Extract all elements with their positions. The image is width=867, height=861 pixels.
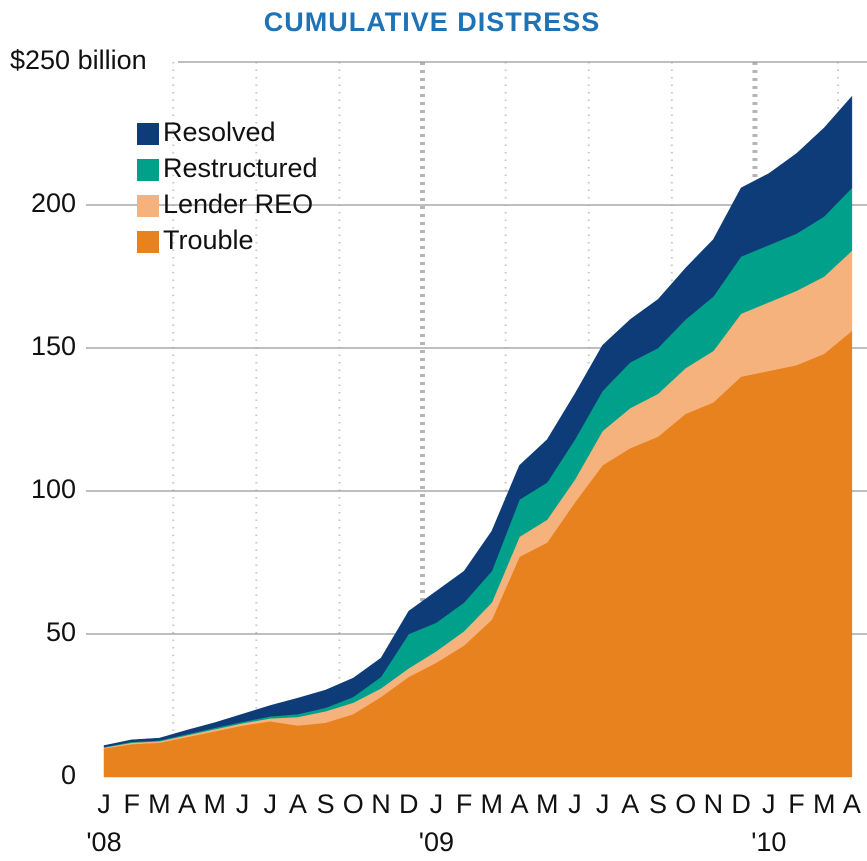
y-tick-label: 50 [46,617,76,647]
x-tick-label: A [289,789,307,819]
x-tick-label: S [649,789,667,819]
legend-label: Lender REO [163,189,313,219]
legend-swatch [137,231,159,253]
x-tick-label: A [843,789,861,819]
x-tick-label: M [813,789,836,819]
x-tick-label: M [481,789,504,819]
x-tick-label: N [704,789,724,819]
x-tick-label: A [178,789,196,819]
legend-label: Restructured [163,153,318,183]
legend-swatch [137,159,159,181]
legend-label: Resolved [163,117,276,147]
area [103,95,853,748]
x-tick-label: M [204,789,227,819]
year-label: '10 [751,827,786,857]
legend-label: Trouble [163,225,254,255]
x-tick-label: J [762,789,776,819]
y-tick-label: 0 [61,760,76,790]
x-tick-label: D [399,789,419,819]
x-tick-label: D [731,789,751,819]
x-tick-label: F [456,789,473,819]
x-tick-label: A [510,789,528,819]
x-tick-label: J [568,789,582,819]
x-tick-label: M [148,789,171,819]
x-tick-label: O [675,789,696,819]
x-tick-label: F [123,789,140,819]
year-label: '09 [419,827,454,857]
y-tick-label: 150 [31,331,76,361]
chart-title: CUMULATIVE DISTRESS [264,7,601,37]
x-tick-label: M [536,789,559,819]
x-tick-label: J [430,789,444,819]
y-tick-label: 100 [31,474,76,504]
x-tick-label: J [263,789,277,819]
x-tick-label: J [97,789,111,819]
x-tick-label: S [317,789,335,819]
legend-swatch [137,195,159,217]
x-tick-label: F [788,789,805,819]
x-tick-label: J [236,789,250,819]
x-tick-label: J [596,789,610,819]
year-label: '08 [86,827,121,857]
x-tick-label: N [371,789,391,819]
x-tick-label: O [343,789,364,819]
x-tick-label: A [621,789,639,819]
legend-swatch [137,123,159,145]
y-tick-label: 200 [31,188,76,218]
y-tick-label: $250 billion [10,45,147,75]
